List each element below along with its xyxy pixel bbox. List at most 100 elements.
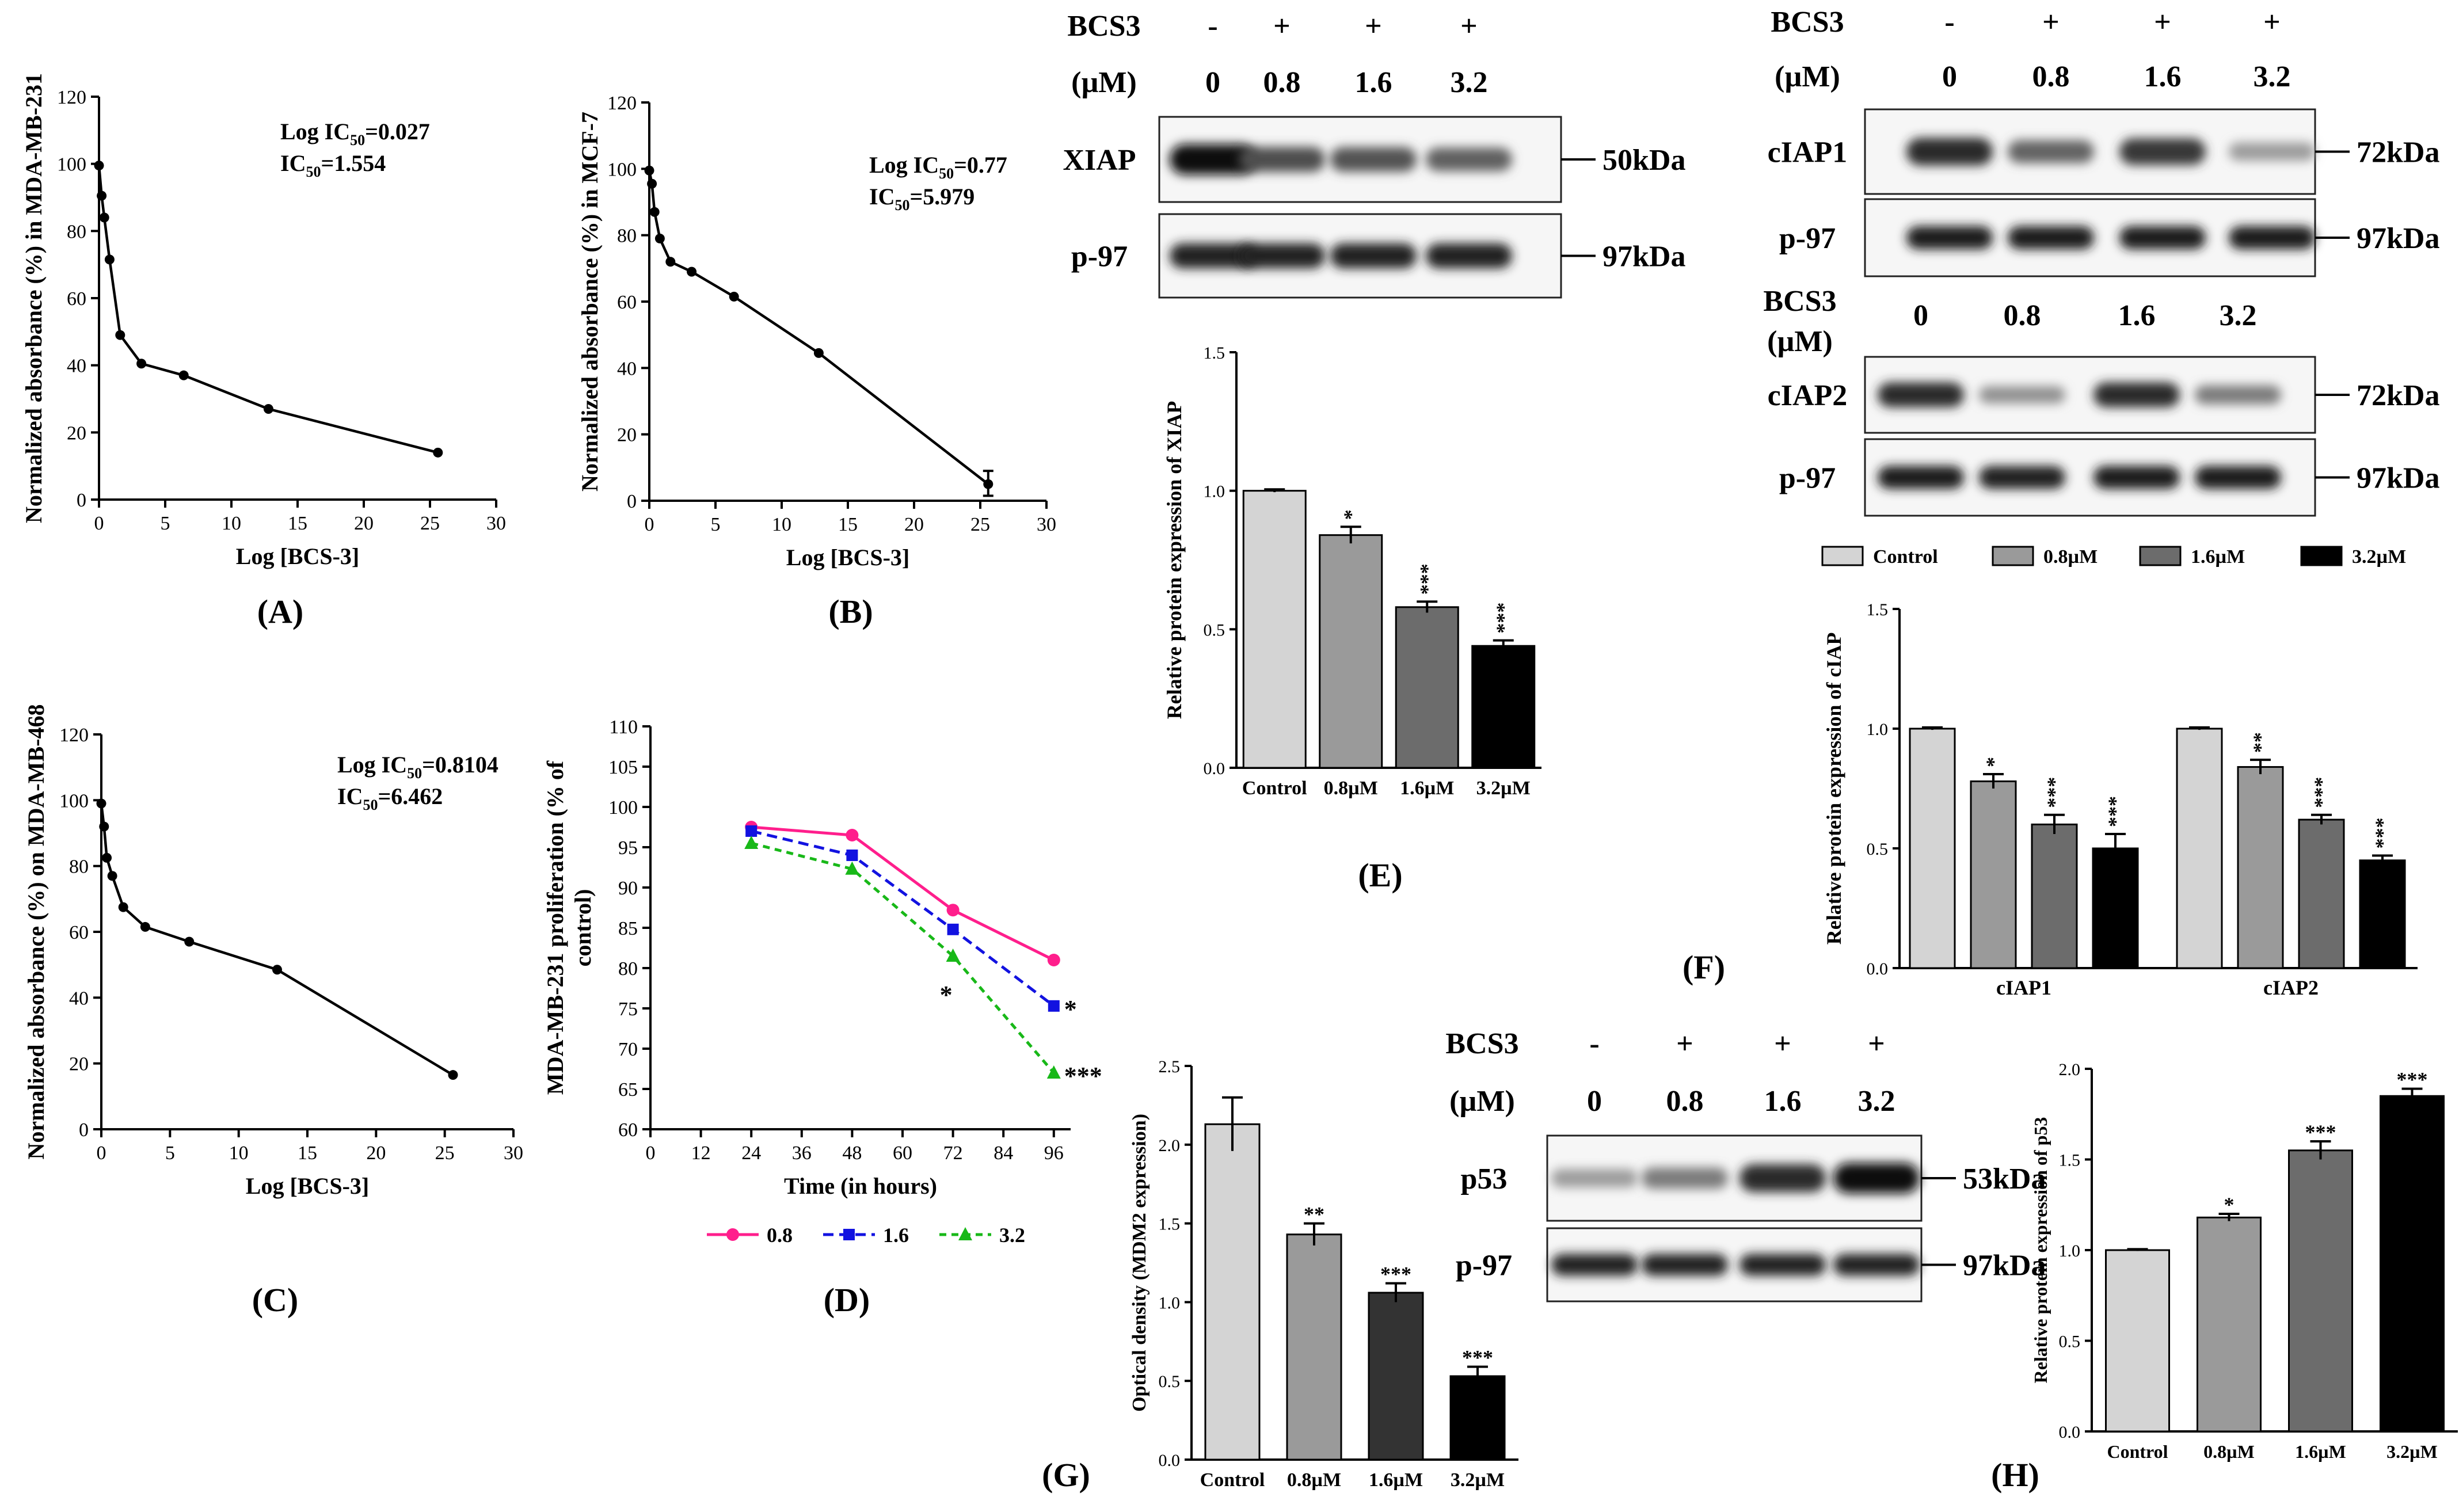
y-tick-label: 80 — [67, 221, 86, 242]
band-name-p-97: p-97 — [1779, 462, 1836, 495]
band — [1739, 1254, 1826, 1276]
data-point — [99, 212, 109, 223]
y-axis-label: control) — [570, 889, 596, 967]
y-tick-label: 95 — [618, 837, 638, 859]
band — [1979, 386, 2065, 404]
treatment-sign: + — [2263, 6, 2281, 39]
bar — [1909, 728, 1956, 969]
significance-star: ** — [1304, 1203, 1324, 1226]
x-tick-label: 0 — [94, 513, 104, 534]
bar — [2288, 1149, 2353, 1433]
panel-label-h: (H) — [1991, 1456, 2039, 1494]
y-axis-label: Normalized absorbance (%) in MCF-7 — [577, 112, 603, 492]
data-point — [654, 233, 665, 243]
band — [2195, 385, 2281, 405]
y-tick-label: 0.0 — [1867, 959, 1889, 978]
data-point — [1048, 1000, 1060, 1012]
x-tick-label: 20 — [366, 1142, 386, 1164]
western-blot-ciap1: BCS3 (µM) - + + +0 0.8 1.6 3.2 cIAP1 72kDa p-97 97kD… — [1768, 6, 2439, 277]
group-label-cIAP2: cIAP2 — [2263, 976, 2319, 999]
treatment-label: BCS3 — [1763, 285, 1836, 318]
band — [1739, 1164, 1826, 1193]
significance-star: ** — [2249, 732, 2272, 753]
data-point — [97, 191, 107, 201]
y-tick-label: 20 — [617, 425, 637, 446]
x-tick-label: 20 — [904, 514, 924, 535]
treatment-sign: + — [1273, 10, 1291, 43]
band — [1878, 466, 1964, 489]
chart-b-dose-response-mcf-7: 0 5 10 15 20 25 30 0 20 40 60 80 100 120 Log [BCS-3] No… — [577, 93, 1056, 570]
western-blot-p53: BCS3 (µM) - + + +0 0.8 1.6 3.2 p53 53kDa p-97 97kDa — [1445, 1027, 2046, 1302]
concentration-label: 3.2 — [1451, 66, 1488, 99]
band — [1551, 1254, 1638, 1276]
bar — [2031, 823, 2078, 969]
data-point — [178, 370, 189, 380]
treatment-sign: + — [2154, 6, 2171, 39]
chart-h-p53-expression: 0.0 0.5 1.0 1.5 2.0 Control * 0.8µM *** 1.6µM *** 3… — [2030, 1060, 2458, 1462]
y-tick-label: 100 — [57, 154, 86, 176]
data-point — [1047, 954, 1060, 966]
concentration-label: 0.8 — [1263, 66, 1301, 99]
x-tick-label: 10 — [222, 513, 241, 534]
band — [1906, 226, 1993, 250]
treatment-label: BCS3 — [1445, 1027, 1518, 1060]
bar — [2105, 1249, 2170, 1433]
bar — [1970, 780, 2017, 969]
band — [2119, 226, 2206, 250]
y-tick-label: 100 — [607, 159, 637, 180]
data-line — [100, 803, 454, 1076]
y-tick-label: 80 — [69, 856, 89, 878]
band-size-p-97: 97kDa — [1602, 241, 1685, 273]
group-label-cIAP1: cIAP1 — [1996, 976, 2051, 999]
unit-label: (µM) — [1449, 1085, 1515, 1118]
significance-star: *** — [1380, 1263, 1411, 1286]
x-tick-label: 5 — [161, 513, 170, 534]
y-tick-label: 60 — [67, 288, 86, 310]
panel-label-d: (D) — [824, 1281, 870, 1319]
category-label: 0.8µM — [1324, 778, 1378, 799]
x-tick-label: 15 — [298, 1142, 317, 1164]
category-label: 1.6µM — [1400, 778, 1454, 799]
bar — [1204, 1123, 1261, 1461]
y-tick-label: 0.5 — [2059, 1332, 2081, 1351]
concentration-label: 0 — [1205, 66, 1220, 99]
data-point — [263, 404, 273, 414]
y-tick-label: 0.5 — [1159, 1372, 1181, 1391]
legend-label: 3.2µM — [2352, 546, 2406, 568]
chart-f-ciap-expression: 0.00.51.01.5*******cIAP1********cIAP2Rel… — [1821, 546, 2418, 999]
x-tick-label: 60 — [893, 1142, 912, 1164]
data-point — [845, 861, 859, 875]
significance-star: *** — [2104, 796, 2127, 827]
data-point — [846, 829, 859, 841]
data-point — [665, 257, 676, 267]
y-tick-label: 60 — [69, 922, 89, 943]
data-point — [184, 936, 195, 947]
band — [1979, 466, 2065, 489]
data-point — [745, 825, 758, 837]
legend-label: 3.2 — [999, 1224, 1025, 1247]
treatment-sign: - — [1589, 1027, 1599, 1060]
y-tick-label: 1.5 — [1867, 600, 1889, 619]
unit-label: (µM) — [1071, 66, 1137, 99]
y-tick-label: 120 — [57, 87, 86, 108]
y-tick-label: 0.0 — [1159, 1451, 1181, 1470]
ic50-log-annotation: Log IC50=0.8104 — [337, 752, 498, 782]
data-line — [648, 170, 989, 485]
y-tick-label: 110 — [609, 717, 638, 738]
bar — [2359, 859, 2406, 969]
x-tick-label: 84 — [994, 1142, 1013, 1164]
y-axis-label: MDA-MB-231 proliferation (% of — [542, 760, 568, 1095]
band — [1642, 1254, 1728, 1276]
data-point — [107, 871, 117, 881]
significance-star: * — [1339, 509, 1362, 520]
band-size-cIAP1: 72kDa — [2357, 136, 2439, 169]
band-size-p-97: 97kDa — [2357, 222, 2439, 255]
unit-label: (µM) — [1767, 325, 1833, 358]
band — [2093, 382, 2180, 407]
data-point — [96, 798, 106, 809]
western-blot-ciap2: BCS3 (µM) 0 0.8 1.6 3.2 cIAP2 72kDa p-97 97kDa — [1763, 285, 2439, 517]
significance-star: * — [1064, 995, 1077, 1023]
significance-star: *** — [1415, 563, 1438, 595]
band-name-XIAP: XIAP — [1063, 144, 1136, 177]
y-tick-label: 100 — [608, 797, 638, 818]
